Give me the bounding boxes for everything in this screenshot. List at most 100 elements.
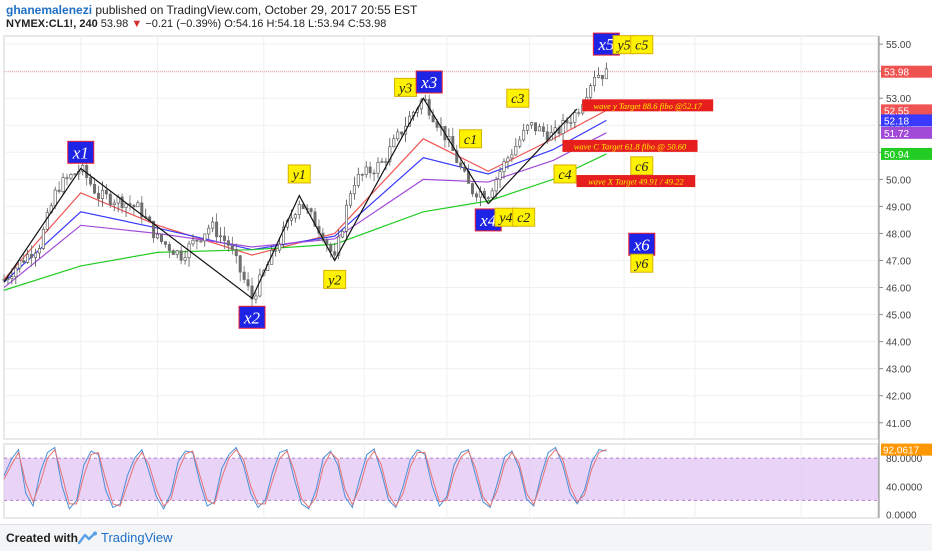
wave-label-box-x1 [67,140,95,164]
candle-body [388,146,392,162]
y-tick-label: 49.00 [886,202,911,213]
x-tick-label: 14 [152,523,164,524]
stoch-tick-label: 80.0000 [886,454,923,465]
wave-label-box-c2 [512,207,536,227]
candle-body [89,177,93,185]
wave-label-c3: c3 [511,92,524,107]
tradingview-link[interactable]: TradingView [101,530,173,545]
candle-body [561,120,565,134]
candle-body [215,221,219,238]
wave-label-y3: y3 [397,81,412,96]
last-price: 53.98 [100,18,129,30]
ema-blue-badge [881,114,932,127]
footer-bar: Created with TradingView [0,524,932,551]
created-with-text: Created with [6,531,79,545]
target-label: wave X Target 49.91 / 49.22 [588,177,684,187]
price-axis[interactable]: 55.0054.0053.0052.0051.0050.0049.0048.00… [878,36,932,521]
candle-body [604,68,608,80]
wave-label-box-y1 [287,164,311,184]
candle-body [600,74,604,80]
wave-label-box-y6 [630,253,654,273]
wave-label-y1: y1 [291,168,306,183]
wave-label-y5: y5 [615,39,630,54]
candle-body [57,189,61,192]
candle-body [376,162,380,174]
target-annotations: wave y Target 88.6 fibo @52.17 wave C Tar… [562,99,714,188]
last-price-value: 53.98 [884,68,909,79]
tradingview-logo-icon[interactable] [78,531,98,545]
y-tick-label: 42.00 [886,392,911,403]
x-tick-label: 16 [524,523,536,524]
y-tick-label: 43.00 [886,365,911,376]
candle-body [278,243,282,251]
ema-purple-line [3,132,607,289]
candle-body [573,112,577,123]
candle-body [53,189,57,207]
candle-body [93,183,97,194]
black-wave-b [487,108,578,205]
y-tick-label: 45.00 [886,311,911,322]
candle-body [348,193,352,206]
black-wave-a [3,97,489,300]
candle-body [486,197,490,199]
wave-labels: x1 x2 y1 y2 y3 x3 c1 c3 x4 y4 c2 c4 x5 y5 c5 c6 x6 y6 [67,32,656,329]
candle-body [167,244,171,251]
candle-body [541,126,545,132]
candle-body [230,245,234,250]
y-tick-label: 55.00 [886,40,911,51]
low-label: L: [308,18,318,30]
candle-body [22,260,26,263]
candle-body [37,248,41,254]
wave-label-c2: c2 [517,211,530,226]
chart-area[interactable]: x1 x2 y1 y2 y3 x3 c1 c3 x4 y4 c2 c4 x5 y5 c5 c6 x6 y6 wav… [0,32,932,524]
target-box [562,139,698,152]
ema-red-badge [881,104,932,117]
down-arrow-icon: ▼ [131,18,143,30]
candle-body [589,85,593,98]
wave-label-x3: x3 [420,73,437,92]
x-tick-label: Nov [615,523,634,524]
candle-body [337,236,341,256]
candle-body [250,285,254,300]
time-axis[interactable]: Aug 14 Sep 18 Oct 16 Nov 13 Dec [71,523,811,524]
candle-body [120,196,124,208]
candle-body [514,146,518,156]
author-name[interactable]: ghanemalenezi [6,3,93,17]
candle-body [356,174,360,186]
candle-body [73,173,77,176]
y-tick-label: 47.00 [886,256,911,267]
y-tick-label: 50.00 [886,175,911,186]
candle-body [309,208,313,213]
candle-body [104,189,108,195]
candle-body [211,221,215,229]
candle-body [596,74,600,78]
candle-body [301,204,305,209]
publish-info: ghanemalenezi published on TradingView.c… [6,3,417,17]
candle-body [313,211,317,227]
candle-body [490,190,494,198]
candle-body [238,255,242,273]
candle-body [96,192,100,199]
wave-label-box-x2 [238,305,266,329]
candle-body [207,227,211,235]
ema-green-value: 50.94 [884,150,909,161]
candle-body [81,165,85,172]
wave-label-box-c4 [553,164,577,184]
candle-body [510,154,514,159]
y-tick-label: 52.00 [886,121,911,132]
target-box [576,175,696,188]
candle-body [360,174,364,176]
candle-body [100,189,104,199]
candle-body [329,244,333,252]
symbol-quote-line: NYMEX:CL1!, 240 53.98 ▼ −0.21 (−0.39%) O… [6,18,386,30]
open-value: 54.16 [235,18,264,30]
target-box [582,99,714,112]
candle-body [65,177,69,179]
candle-body [30,253,34,258]
candle-body [171,250,175,255]
high-value: 54.18 [277,18,305,30]
wave-label-box-c5 [630,35,654,55]
candle-body [69,174,73,179]
candle-body [219,235,223,238]
candle-body [380,161,384,163]
